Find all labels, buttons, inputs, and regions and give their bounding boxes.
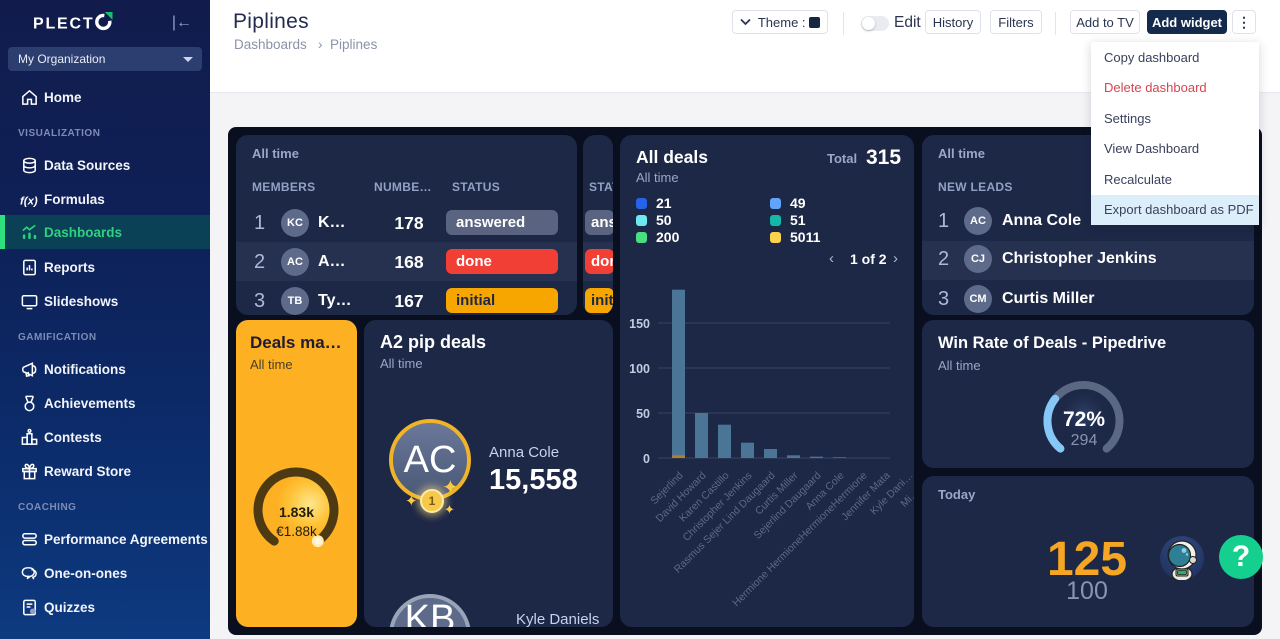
svg-text:f(x): f(x) <box>20 195 38 207</box>
svg-text:50: 50 <box>636 407 650 421</box>
svg-text:0: 0 <box>643 452 650 466</box>
svg-text:100: 100 <box>629 362 650 376</box>
svg-text:150: 150 <box>629 317 650 331</box>
svg-text:PLECT: PLECT <box>33 16 94 33</box>
